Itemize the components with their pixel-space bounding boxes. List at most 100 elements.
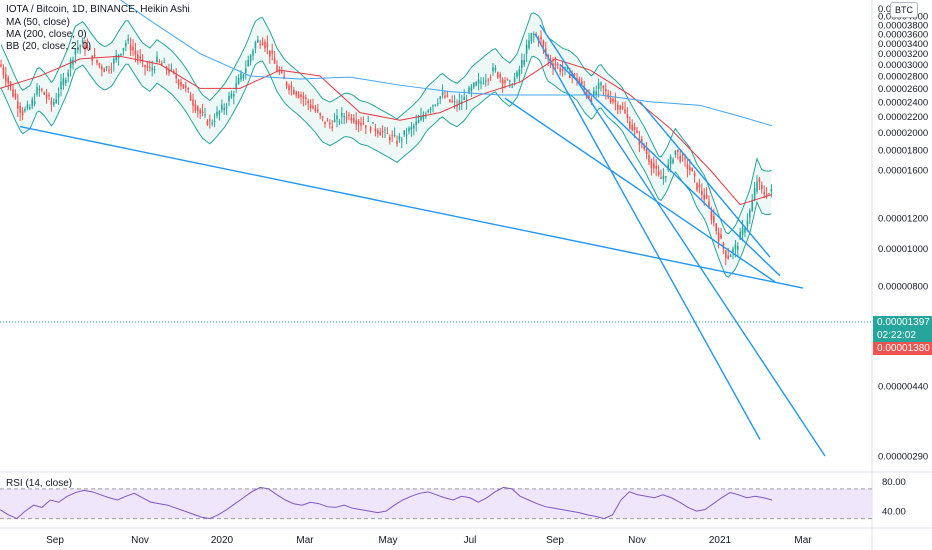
candle-body: [624, 109, 626, 114]
candle-body: [633, 126, 636, 130]
candle-body: [672, 159, 674, 164]
candle-body: [405, 134, 408, 136]
candle-body: [2, 67, 5, 75]
legend-bb[interactable]: BB (20, close, 2, 0): [6, 41, 92, 52]
candle-body: [257, 39, 259, 43]
rsi-label[interactable]: RSI (14, close): [6, 478, 73, 489]
candle-body: [631, 125, 633, 131]
candle-body: [307, 100, 309, 104]
candle-body: [38, 88, 41, 91]
candle-body: [297, 93, 300, 98]
trendline: [504, 97, 776, 283]
price-tick-label: 0.00001000: [878, 244, 928, 255]
trendline: [559, 63, 781, 277]
candle-body: [29, 107, 31, 109]
candle-body: [679, 156, 681, 162]
candle-body: [696, 182, 698, 191]
currency-badge[interactable]: BTC: [890, 2, 918, 18]
candle-body: [31, 99, 33, 107]
candle-body: [770, 189, 773, 192]
candle-body: [492, 67, 494, 72]
candle-body: [578, 79, 581, 83]
candle-body: [585, 91, 588, 96]
candle-body: [391, 135, 393, 137]
rsi-line: [0, 486, 773, 520]
candle-body: [281, 71, 283, 73]
candle-body: [103, 68, 105, 73]
candle-body: [295, 91, 297, 96]
price-axis[interactable]: 0.000040000.000038000.000036000.00003400…: [878, 4, 928, 463]
heikin-ashi-candles: [0, 30, 773, 266]
candle-body: [573, 73, 576, 75]
candle-body: [192, 99, 194, 106]
candle-body: [24, 108, 26, 112]
candle-body: [410, 126, 413, 130]
candle-body: [5, 74, 7, 82]
candle-body: [53, 102, 55, 105]
candle-body: [487, 79, 489, 81]
last-price-badge: 0.00001397: [873, 316, 932, 329]
candle-body: [384, 129, 386, 131]
trendline: [534, 33, 761, 440]
candle-body: [81, 39, 84, 44]
candle-body: [701, 190, 703, 195]
candle-body: [420, 115, 422, 121]
candle-body: [55, 99, 57, 103]
candle-body: [458, 100, 461, 105]
candle-body: [319, 113, 321, 116]
candle-body: [501, 79, 504, 85]
candle-body: [489, 77, 492, 79]
candle-body: [413, 125, 415, 129]
legend-ma200[interactable]: MA (200, close, 0): [6, 29, 87, 40]
symbol-title[interactable]: IOTA / Bitcoin, 1D, BINANCE, Heikin Ashi: [6, 4, 190, 15]
candle-body: [643, 144, 645, 150]
candle-body: [468, 87, 470, 94]
legend-ma50[interactable]: MA (50, close): [6, 17, 70, 28]
candle-body: [437, 103, 439, 105]
candle-body: [153, 69, 156, 71]
candle-body: [761, 184, 763, 190]
candle-body: [602, 85, 605, 89]
candle-body: [110, 68, 113, 70]
trendline: [539, 24, 826, 457]
candle-body: [561, 68, 564, 71]
candle-body: [689, 166, 691, 171]
candle-body: [705, 194, 708, 199]
price-tick-label: 0.00001800: [878, 146, 928, 157]
candle-body: [674, 150, 677, 155]
candle-body: [753, 188, 756, 201]
candle-body: [225, 106, 228, 109]
time-axis[interactable]: Sep Nov 2020 Mar May Jul Sep Nov 2021 Mar: [46, 535, 812, 546]
candle-body: [446, 95, 449, 97]
candle-body: [261, 42, 264, 45]
candle-body: [89, 48, 91, 50]
candle-body: [511, 86, 513, 88]
candle-body: [403, 130, 405, 135]
candle-body: [21, 110, 24, 116]
candle-body: [542, 40, 545, 47]
candle-body: [564, 66, 566, 69]
candle-body: [595, 91, 597, 96]
candle-body: [67, 72, 69, 77]
candle-body: [276, 65, 278, 73]
candle-body: [302, 96, 305, 99]
candle-body: [494, 67, 497, 71]
candle-body: [317, 109, 319, 112]
candle-body: [415, 121, 417, 126]
candle-body: [518, 69, 521, 76]
candle-body: [449, 99, 451, 102]
candle-body: [725, 250, 727, 259]
candle-body: [353, 118, 355, 122]
candle-body: [43, 92, 45, 95]
candle-body: [530, 32, 533, 42]
candle-body: [393, 134, 396, 136]
candle-body: [194, 104, 197, 111]
candle-body: [326, 120, 329, 122]
candle-body: [729, 255, 732, 257]
candle-body: [312, 105, 314, 109]
candle-body: [621, 106, 624, 109]
candle-body: [763, 192, 765, 194]
candle-body: [331, 126, 333, 128]
candle-body: [605, 89, 607, 92]
